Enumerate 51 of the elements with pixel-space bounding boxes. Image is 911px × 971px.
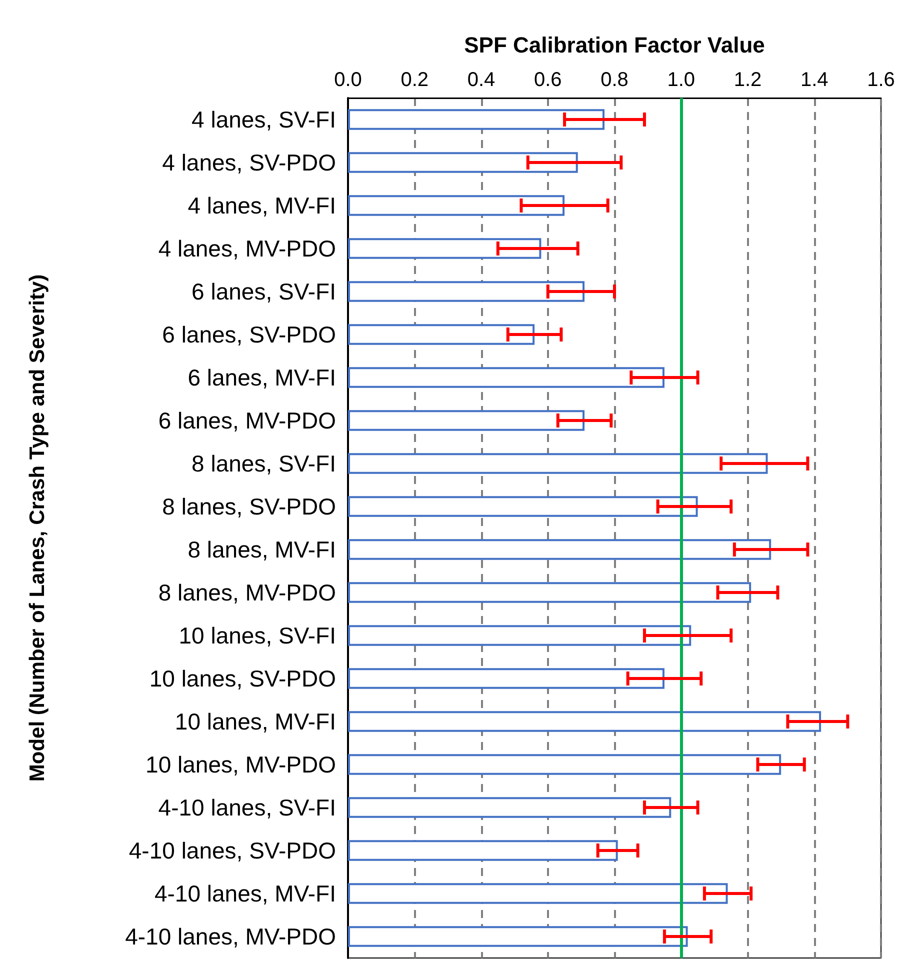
bar [348,625,692,646]
x-tick-label: 1.6 [867,69,895,91]
y-tick-label: 10 lanes, MV-FI [174,708,336,734]
bar [348,539,772,560]
y-tick-label: 4 lanes, MV-FI [188,192,336,218]
y-tick-label: 10 lanes, SV-PDO [149,666,336,692]
x-tick-label: 0.4 [467,69,496,91]
x-tick-label: 1.2 [734,69,762,91]
bar [348,238,542,259]
x-tick-label: 0.8 [600,69,628,91]
y-tick-label: 4 lanes, MV-PDO [158,236,336,262]
x-tick-label: 0.6 [534,69,562,91]
bar [348,324,535,345]
x-tick-label: 0.2 [400,69,429,91]
y-tick-label: 8 lanes, MV-PDO [158,580,336,606]
y-tick-label: 4-10 lanes, MV-PDO [125,924,336,950]
bar [348,152,578,173]
bar [348,883,728,904]
bar [348,367,664,388]
y-tick-label: 10 lanes, SV-FI [178,622,336,648]
bar [348,926,688,947]
y-tick-label: 4 lanes, SV-PDO [162,150,336,176]
y-tick-label: 4 lanes, SV-FI [192,106,336,132]
y-tick-label: 6 lanes, SV-PDO [162,322,336,348]
bar [348,281,585,302]
bar [348,582,752,603]
y-tick-label: 10 lanes, MV-PDO [146,752,336,778]
y-tick-label: 4-10 lanes, MV-FI [154,880,336,906]
x-tick-label: 0.0 [334,69,362,91]
bar [348,410,585,431]
y-tick-label: 4-10 lanes, SV-PDO [128,838,336,864]
bar [348,496,698,517]
bar [348,668,664,689]
y-tick-label: 8 lanes, SV-PDO [162,494,336,520]
bar [348,840,618,861]
y-tick-label: 6 lanes, MV-PDO [158,408,336,434]
bar [348,711,822,732]
bar [348,195,565,216]
y-tick-label: 6 lanes, SV-FI [192,278,336,304]
bar [348,797,672,818]
x-tick-label: 1.0 [667,69,696,91]
bar [348,453,768,474]
bar [348,754,782,775]
y-tick-label: 4-10 lanes, SV-FI [158,794,336,820]
x-axis-title: SPF Calibration Factor Value [464,32,765,58]
y-tick-label: 6 lanes, MV-FI [188,364,336,390]
y-axis-title: Model (Number of Lanes, Crash Type and Severity) [26,274,49,782]
y-tick-label: 8 lanes, MV-FI [188,536,336,562]
bar [348,109,605,130]
x-tick-label: 1.4 [800,69,828,91]
y-tick-label: 8 lanes, SV-FI [192,450,336,476]
